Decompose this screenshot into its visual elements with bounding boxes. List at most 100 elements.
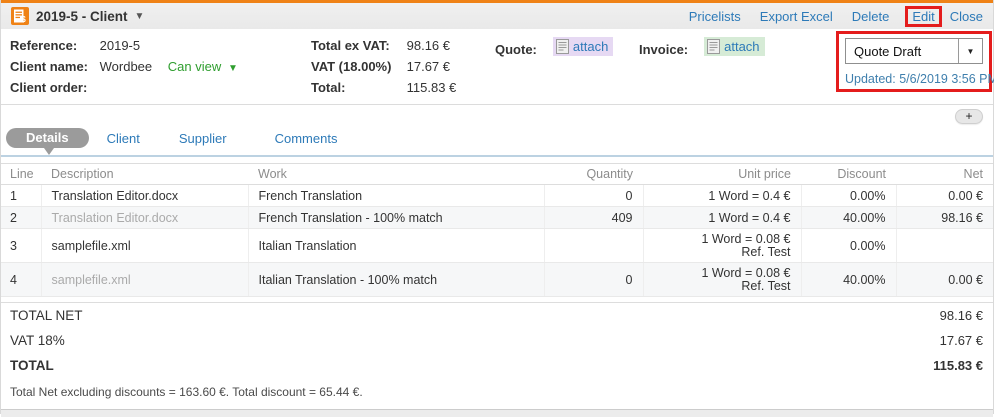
add-button[interactable]: + (955, 109, 983, 124)
document-icon (707, 39, 721, 54)
can-view-dropdown[interactable]: Can view ▼ (168, 59, 238, 74)
close-link[interactable]: Close (949, 8, 983, 24)
line-items-table: Line Description Work Quantity Unit pric… (1, 163, 993, 297)
tab-bar: Details Client Supplier Comments (1, 128, 993, 155)
cell-quantity: 409 (543, 206, 643, 229)
cell-line: 2 (1, 206, 41, 229)
cell-unit-price: 1 Word = 0.08 € Ref. Test (642, 228, 801, 263)
invoice-attach-chip: attach (704, 37, 765, 56)
cell-net: 0.00 € (895, 262, 993, 297)
cell-work: Italian Translation - 100% match (247, 262, 544, 297)
export-excel-link[interactable]: Export Excel (759, 8, 833, 24)
column-description: Description (41, 163, 248, 185)
column-quantity: Quantity (544, 163, 643, 185)
tab-client[interactable]: Client (106, 130, 140, 146)
invoice-attach-link[interactable]: attach (724, 39, 760, 54)
unit-price-text: 1 Word = 0.08 € (701, 232, 791, 246)
column-unit-price: Unit price (643, 163, 801, 185)
vat-row: VAT 18% 17.67 € (1, 328, 993, 353)
client-order-label: Client order: (10, 80, 88, 95)
table-row[interactable]: 3 samplefile.xml Italian Translation 1 W… (1, 228, 993, 263)
column-net: Net (896, 163, 993, 185)
cell-line: 3 (1, 228, 41, 263)
cell-discount: 40.00% (800, 206, 896, 229)
vat-total-value: 17.67 € (939, 333, 983, 348)
total-label: Total: (311, 80, 346, 95)
client-name-label: Client name: (10, 59, 89, 74)
cell-line: 1 (1, 184, 41, 207)
edit-annotation-box: Edit (905, 5, 942, 27)
cell-description: Translation Editor.docx (40, 206, 248, 229)
active-tab-pointer (44, 148, 54, 155)
cell-discount: 0.00% (800, 184, 896, 207)
can-view-caret-icon: ▼ (225, 63, 238, 74)
cell-net: 98.16 € (895, 206, 993, 229)
column-line: Line (1, 163, 41, 185)
cell-unit-price: 1 Word = 0.4 € (642, 206, 801, 229)
titlebar: $ 2019-5 - Client ▼ Pricelists Export Ex… (1, 0, 993, 29)
add-row: + (1, 105, 993, 128)
pricelists-link[interactable]: Pricelists (688, 8, 741, 24)
summary-header: Reference: 2019-5 Client name: Wordbee C… (1, 29, 994, 105)
invoice-label: Invoice: (639, 42, 689, 57)
cell-line: 4 (1, 262, 41, 297)
cell-quantity (543, 228, 643, 263)
can-view-label: Can view (167, 59, 222, 74)
cell-work: French Translation - 100% match (247, 206, 544, 229)
total-ex-vat-label: Total ex VAT: (311, 38, 390, 53)
grand-total-row: TOTAL 115.83 € (1, 353, 993, 378)
quote-document-icon: $ (11, 7, 29, 25)
quote-label: Quote: (495, 42, 537, 57)
table-row[interactable]: 4 samplefile.xml Italian Translation - 1… (1, 262, 993, 297)
status-select[interactable]: Quote Draft ▼ (845, 38, 983, 64)
title-menu-caret-icon[interactable]: ▼ (134, 10, 145, 22)
tab-details[interactable]: Details (6, 128, 89, 155)
cell-net (895, 228, 993, 263)
table-row[interactable]: 2 Translation Editor.docx French Transla… (1, 206, 993, 229)
header-totals: Total ex VAT: 98.16 € VAT (18.00%) 17.67… (311, 35, 456, 98)
cell-unit-price: 1 Word = 0.4 € (642, 184, 801, 207)
svg-text:$: $ (21, 14, 26, 24)
total-net-value: 98.16 € (939, 308, 983, 323)
cell-net: 0.00 € (895, 184, 993, 207)
vat-label: VAT (18.00%) (311, 59, 392, 74)
column-discount: Discount (801, 163, 896, 185)
delete-link[interactable]: Delete (851, 8, 890, 24)
cell-description: samplefile.xml (40, 228, 248, 263)
status-annotation-box: Quote Draft ▼ Updated: 5/6/2019 3:56 PM (836, 31, 994, 92)
edit-link[interactable]: Edit (912, 8, 935, 24)
total-ex-vat-value: 98.16 € (406, 38, 450, 53)
tab-comments[interactable]: Comments (274, 130, 338, 146)
select-arrow-icon[interactable]: ▼ (958, 39, 982, 63)
table-row[interactable]: 1 Translation Editor.docx French Transla… (1, 184, 993, 207)
status-select-value: Quote Draft (854, 43, 922, 59)
vat-value: 17.67 € (406, 59, 450, 74)
cell-quantity: 0 (543, 262, 643, 297)
grand-total-label: TOTAL (10, 358, 54, 373)
quote-attach-link[interactable]: attach (572, 39, 609, 54)
quote-attach-group: Quote: attach (495, 37, 614, 57)
client-name-value: Wordbee (99, 59, 153, 74)
unit-price-ref: Ref. Test (741, 279, 791, 293)
tab-supplier[interactable]: Supplier (178, 130, 227, 146)
cell-work: French Translation (247, 184, 544, 207)
page-title: 2019-5 - Client (36, 8, 128, 24)
document-icon (555, 39, 569, 54)
table-header-row: Line Description Work Quantity Unit pric… (1, 163, 993, 185)
tab-details-label: Details (26, 130, 69, 145)
total-value: 115.83 € (406, 80, 457, 95)
cell-description: samplefile.xml (40, 262, 248, 297)
updated-timestamp: Updated: 5/6/2019 3:56 PM (845, 72, 994, 86)
tab-divider (1, 155, 993, 157)
reference-label: Reference: (10, 38, 78, 53)
invoice-attach-group: Invoice: attach (639, 37, 765, 57)
cell-quantity: 0 (543, 184, 643, 207)
cell-work: Italian Translation (247, 228, 544, 263)
cell-discount: 40.00% (800, 262, 896, 297)
totals-section: TOTAL NET 98.16 € VAT 18% 17.67 € TOTAL … (1, 302, 993, 409)
grand-total-value: 115.83 € (933, 358, 983, 373)
vat-total-label: VAT 18% (10, 333, 65, 348)
total-net-row: TOTAL NET 98.16 € (1, 303, 993, 328)
cell-description: Translation Editor.docx (40, 184, 248, 207)
